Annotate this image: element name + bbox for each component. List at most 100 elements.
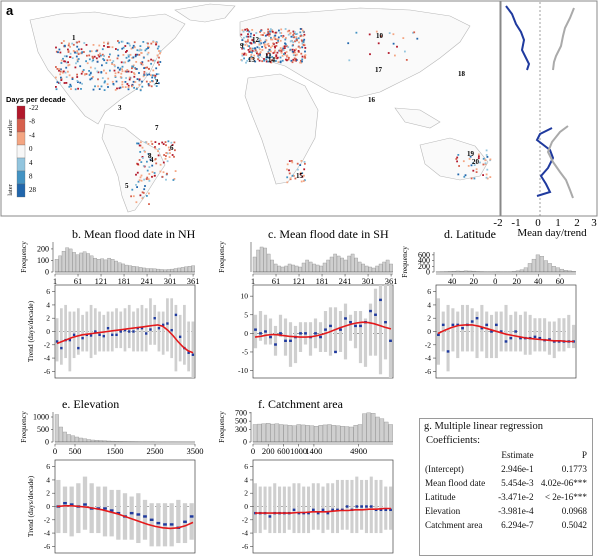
map-dot xyxy=(243,53,245,56)
map-dot xyxy=(167,146,170,149)
map-dot xyxy=(267,42,270,45)
map-dot xyxy=(136,53,139,56)
map-dot xyxy=(165,144,167,147)
map-dot xyxy=(139,89,142,92)
map-dot xyxy=(157,82,160,85)
map-dot xyxy=(69,45,71,48)
trend-bin-range xyxy=(55,318,59,362)
map-dot xyxy=(153,74,156,77)
map-dot xyxy=(170,141,173,144)
histogram-bar xyxy=(350,253,355,273)
trend-bin-range xyxy=(567,314,571,349)
map-dot xyxy=(468,158,471,160)
map-dot xyxy=(264,34,267,37)
trend-bin-median xyxy=(331,508,334,512)
histogram-bar xyxy=(121,263,125,273)
trend-bin-range xyxy=(176,499,181,544)
map-dot xyxy=(138,179,141,182)
map-dot xyxy=(246,28,248,30)
trend-bin-median xyxy=(509,336,513,340)
histogram: 0 100 200 Frequency xyxy=(19,241,195,277)
map-dot xyxy=(166,152,169,155)
region-number: 10 xyxy=(376,32,384,40)
map-dot xyxy=(148,192,150,195)
map-dot xyxy=(463,175,466,178)
map-dot xyxy=(139,61,142,64)
trend-bin-median xyxy=(68,338,72,342)
map-dot xyxy=(139,151,142,153)
map-dot xyxy=(77,58,80,60)
profile-tick-labels: -2 -1 0 1 2 3 xyxy=(493,217,597,229)
map-dot xyxy=(257,58,259,61)
map-dot xyxy=(90,50,93,53)
map-dot xyxy=(277,39,279,42)
trend-bin-median xyxy=(461,326,464,330)
profile-tick-label: -2 xyxy=(493,217,502,229)
map-dot xyxy=(86,54,88,57)
map-dot xyxy=(134,68,137,70)
map-dot xyxy=(133,46,136,49)
map-dot xyxy=(285,37,287,39)
map-dot xyxy=(157,60,160,63)
map-dot xyxy=(260,42,262,45)
map-dot xyxy=(157,45,160,48)
map-dot xyxy=(153,172,156,174)
trend-bin-range xyxy=(82,476,88,530)
histogram-bar xyxy=(66,434,71,443)
map-dot xyxy=(150,58,152,61)
panel-d-title: d. Latitude xyxy=(444,227,496,241)
map-dot xyxy=(286,176,289,179)
map-dot xyxy=(141,146,144,149)
regression-cell: 5.454e-3 xyxy=(501,478,534,488)
profile-tick-label: 1 xyxy=(555,217,561,229)
histogram-bar xyxy=(277,265,281,273)
map-dot xyxy=(276,51,279,54)
trend-bin-median xyxy=(156,521,161,525)
trend-y-tick-label: -4 xyxy=(44,354,50,363)
map-dot xyxy=(291,161,294,164)
map-dot xyxy=(143,188,146,191)
map-dot xyxy=(57,51,59,54)
map-dot xyxy=(92,88,95,91)
x-axis-tick-label: 20 xyxy=(513,276,522,286)
histogram-bar xyxy=(296,424,301,443)
histogram-bar xyxy=(274,423,280,443)
trend-bin-range xyxy=(557,318,561,352)
trend-bin-range xyxy=(348,314,353,341)
map-dot xyxy=(129,44,131,47)
map-dot xyxy=(146,169,149,172)
trend-bin-range xyxy=(562,318,566,352)
legend-swatch xyxy=(16,144,26,159)
map-dot xyxy=(85,44,88,46)
map-dot xyxy=(292,34,295,36)
map-dot xyxy=(76,45,79,48)
map-dot xyxy=(173,141,176,144)
histogram-ylabel: Frequency xyxy=(217,241,226,273)
map-dot xyxy=(55,76,57,79)
map-dot xyxy=(291,50,294,53)
map-dot xyxy=(127,60,130,63)
trend-bin-range xyxy=(187,321,190,372)
map-dot xyxy=(299,61,301,64)
map-dot xyxy=(279,61,282,64)
x-axis-tick-label: 200 xyxy=(262,446,275,456)
map-dot xyxy=(259,37,261,40)
map-dot xyxy=(155,67,158,70)
histogram-bar xyxy=(523,267,528,273)
map-dot xyxy=(295,36,298,39)
map-dot xyxy=(138,53,141,56)
map-dot xyxy=(137,180,140,183)
map-dot xyxy=(165,178,167,181)
map-dot xyxy=(273,51,276,54)
histogram-y-tick-label: 1000 xyxy=(33,413,49,422)
map-dot xyxy=(304,54,307,56)
map-dot xyxy=(138,83,141,86)
map-dot xyxy=(96,60,99,63)
map-dot xyxy=(282,45,285,48)
map-dot xyxy=(289,48,292,51)
map-dot xyxy=(475,168,478,171)
histogram-bar xyxy=(128,265,132,273)
histogram-bar xyxy=(89,255,94,273)
histogram-bar xyxy=(333,253,337,273)
trend-bin-median xyxy=(81,336,84,340)
